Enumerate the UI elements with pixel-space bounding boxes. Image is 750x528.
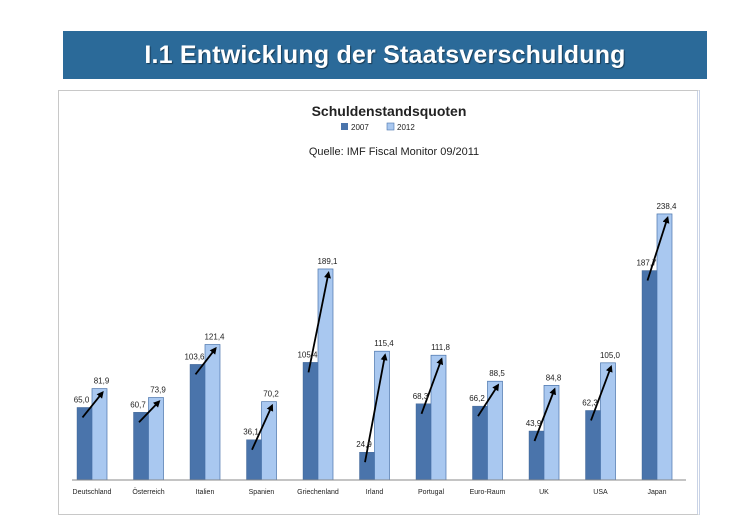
value-label-2012-osterreich: 73,9 [150, 386, 166, 395]
value-label-2012-uk: 84,8 [546, 373, 562, 382]
value-label-2007-portugal: 68,3 [413, 392, 429, 401]
category-label-deutschland: Deutschland [73, 489, 112, 496]
bar-2007-griechenland [302, 362, 319, 481]
bar-2012-euro-raum [487, 380, 503, 481]
change-arrow-griechenland [307, 271, 331, 373]
bar-2007-japan [641, 270, 658, 481]
change-arrow-italien [194, 346, 217, 375]
legend-swatch-2012 [386, 122, 395, 131]
category-label-euro-raum: Euro-Raum [470, 489, 506, 496]
legend-swatch-2007 [341, 123, 348, 130]
category-label-irland: Irland [366, 489, 384, 496]
value-label-2007-euro-raum: 66,2 [469, 394, 485, 403]
value-label-2012-irland: 115,4 [374, 339, 394, 348]
value-label-2007-osterreich: 60,7 [130, 400, 146, 409]
value-label-2012-deutschland: 81,9 [94, 377, 110, 386]
value-label-2007-italien: 103,6 [184, 352, 205, 361]
bar-2007-osterreich [133, 412, 149, 481]
bar-2007-euro-raum [472, 405, 488, 481]
chart-frame: Schuldenstandsquoten 2007 2012 Quelle: I… [58, 90, 700, 515]
change-arrow-usa [590, 364, 613, 421]
value-label-2007-spanien: 36,1 [243, 428, 259, 437]
arrows-group [81, 216, 670, 463]
change-arrow-portugal [420, 357, 444, 415]
category-labels-group: Deutschland Österreich Italien Spanien Griec… [73, 488, 667, 496]
chart-subtitle: Quelle: IMF Fiscal Monitor 09/2011 [309, 146, 479, 158]
bar-2012-usa [600, 362, 616, 481]
bar-2012-portugal [430, 354, 447, 481]
value-label-2012-usa: 105,0 [600, 351, 621, 360]
value-label-2007-japan: 187,7 [636, 259, 657, 268]
bars-group [76, 213, 673, 481]
slide-title-banner: I.1 Entwicklung der Staatsverschuldung [63, 31, 707, 79]
bar-2007-usa [585, 410, 601, 481]
category-label-italien: Italien [196, 489, 215, 496]
slide-title: I.1 Entwicklung der Staatsverschuldung [144, 40, 626, 69]
change-arrow-osterreich [138, 400, 161, 423]
value-label-2007-usa: 62,3 [582, 398, 598, 407]
value-label-2007-uk: 43,9 [526, 419, 542, 428]
bar-2007-portugal [415, 403, 432, 481]
change-arrow-spanien [251, 403, 274, 451]
value-label-2012-griechenland: 189,1 [317, 257, 338, 266]
bar-2012-italien [204, 344, 221, 481]
category-label-japan: Japan [647, 489, 666, 496]
legend: 2007 2012 [341, 122, 415, 132]
bar-2012-griechenland [317, 268, 334, 481]
bar-2007-uk [528, 430, 545, 481]
legend-label-2007: 2007 [351, 123, 369, 132]
value-label-2012-japan: 238,4 [656, 202, 677, 211]
bar-2007-deutschland [76, 407, 93, 481]
value-label-2012-italien: 121,4 [204, 333, 225, 342]
change-arrow-japan [646, 216, 670, 281]
change-arrow-deutschland [81, 391, 104, 419]
bar-2012-japan [656, 213, 673, 481]
value-label-2012-euro-raum: 88,5 [489, 369, 505, 378]
change-arrow-irland [364, 353, 388, 463]
category-label-uk: UK [539, 489, 549, 496]
value-label-2007-irland: 24,9 [356, 440, 372, 449]
category-label-osterreich: Österreich [132, 488, 164, 496]
value-label-2012-portugal: 111,8 [431, 343, 450, 352]
debt-ratio-chart: Schuldenstandsquoten 2007 2012 Quelle: I… [72, 103, 686, 496]
value-label-2007-deutschland: 65,0 [74, 395, 90, 404]
category-label-usa: USA [593, 489, 608, 496]
value-label-2012-spanien: 70,2 [263, 390, 279, 399]
change-arrow-uk [533, 387, 556, 442]
chart-title: Schuldenstandsquoten [312, 103, 467, 119]
category-label-spanien: Spanien [249, 489, 275, 496]
category-label-griechenland: Griechenland [297, 489, 339, 496]
category-label-portugal: Portugal [418, 489, 445, 496]
legend-label-2012: 2012 [397, 123, 415, 132]
change-arrow-euro-raum [477, 383, 500, 417]
bar-2007-italien [189, 364, 206, 481]
value-label-2007-griechenland: 105,4 [297, 350, 318, 359]
value-labels-group: 65,0 81,9 60,7 73,9 103,6 121,4 36,1 70,2 105,4 1… [74, 202, 677, 449]
